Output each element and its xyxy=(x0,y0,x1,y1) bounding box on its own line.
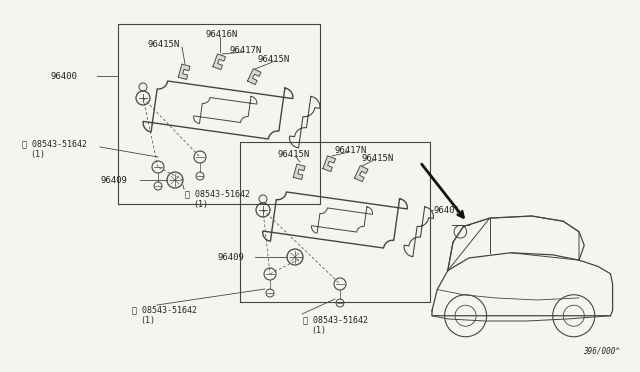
Text: Ⓢ 08543-51642: Ⓢ 08543-51642 xyxy=(303,315,368,324)
Text: 96415N: 96415N xyxy=(278,150,310,158)
Text: (1): (1) xyxy=(311,326,326,334)
Text: 96409: 96409 xyxy=(100,176,127,185)
Text: 96417N: 96417N xyxy=(335,145,367,154)
Polygon shape xyxy=(323,156,335,171)
Polygon shape xyxy=(293,164,305,179)
Text: (1): (1) xyxy=(193,199,208,208)
Text: 96400: 96400 xyxy=(50,71,77,80)
Text: 96415N: 96415N xyxy=(258,55,291,64)
Text: 96409: 96409 xyxy=(218,253,245,262)
Text: 96417N: 96417N xyxy=(230,45,262,55)
Text: 96415N: 96415N xyxy=(362,154,394,163)
Text: Ⓢ 08543-51642: Ⓢ 08543-51642 xyxy=(22,140,87,148)
Text: 396/000^: 396/000^ xyxy=(583,347,620,356)
Polygon shape xyxy=(248,69,261,84)
Polygon shape xyxy=(355,166,368,182)
Text: Ⓢ 08543-51642: Ⓢ 08543-51642 xyxy=(132,305,197,314)
Text: 9640l: 9640l xyxy=(434,205,461,215)
Text: (1): (1) xyxy=(140,315,155,324)
Text: 96415N: 96415N xyxy=(148,39,180,48)
Text: 96416N: 96416N xyxy=(205,29,237,38)
Text: Ⓢ 08543-51642: Ⓢ 08543-51642 xyxy=(185,189,250,199)
Polygon shape xyxy=(213,54,225,70)
Polygon shape xyxy=(179,64,190,80)
Text: (1): (1) xyxy=(30,150,45,158)
